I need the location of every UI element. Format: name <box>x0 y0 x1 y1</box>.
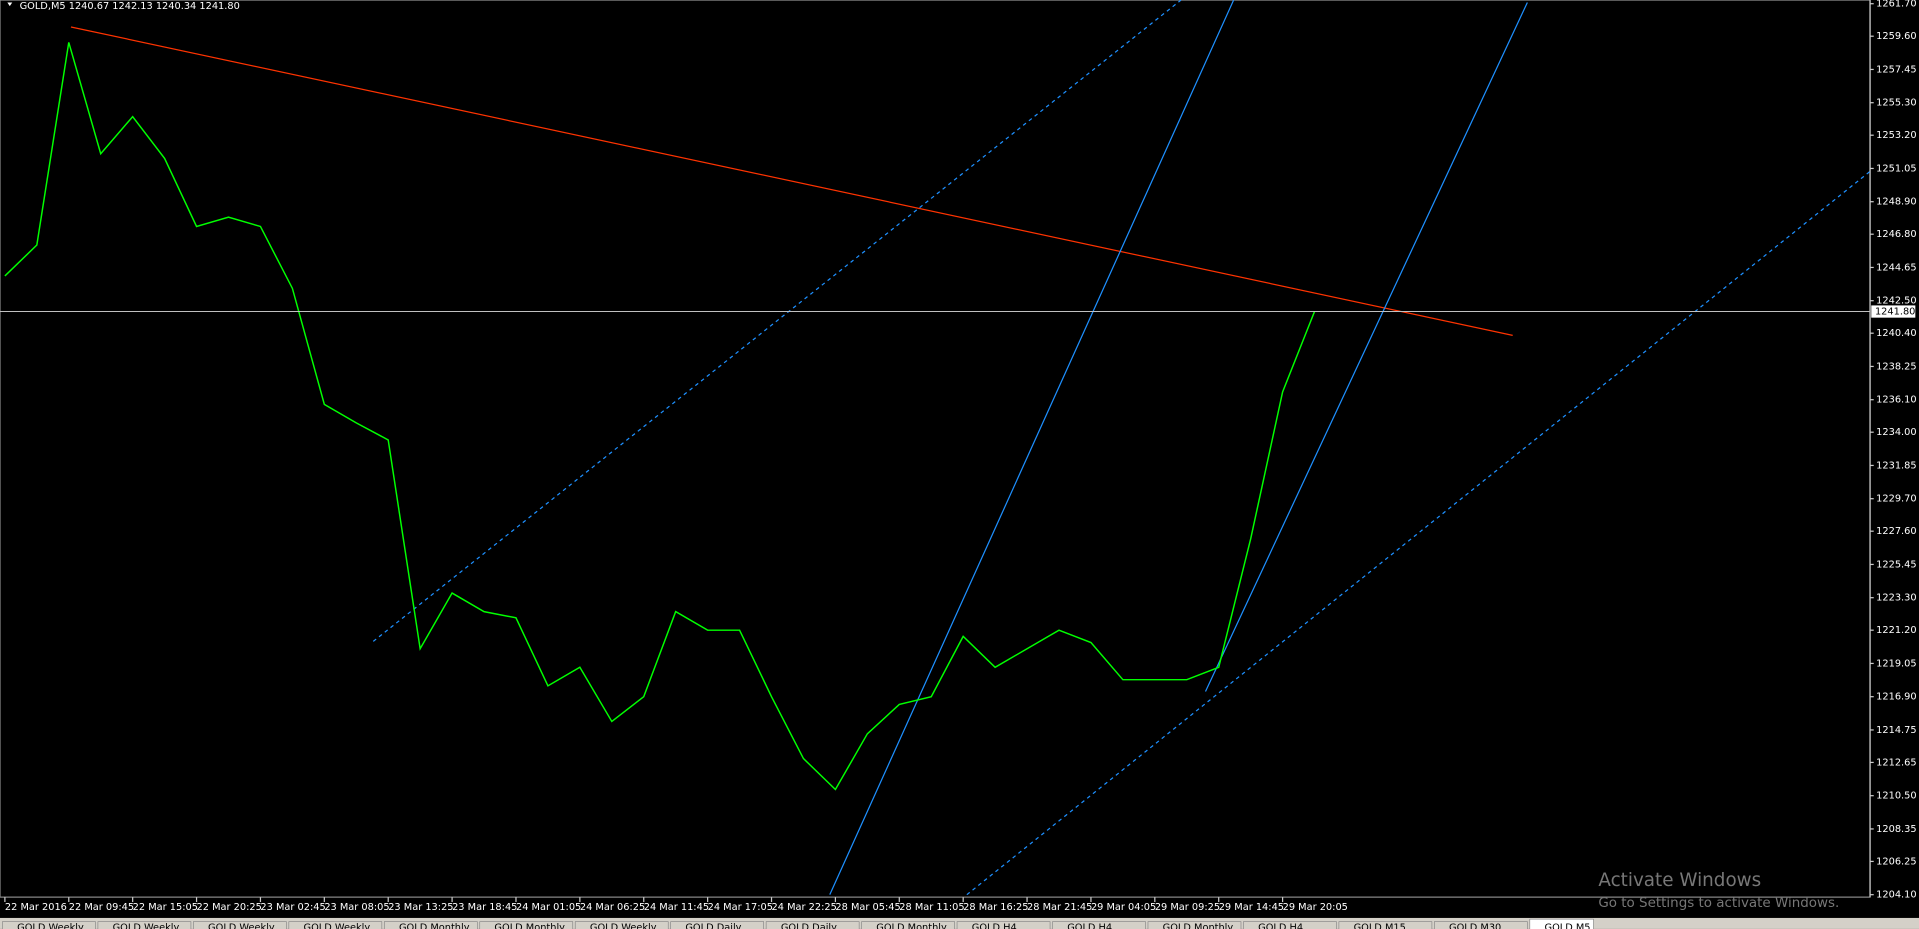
x-tick-label: 24 Mar 06:25 <box>580 902 645 913</box>
y-tick-label: 1238.25 <box>1876 361 1916 372</box>
y-tick-label: 1229.70 <box>1876 494 1916 505</box>
x-tick-label: 24 Mar 11:45 <box>644 902 709 913</box>
tab[interactable] <box>2 921 96 929</box>
x-tick-label: 28 Mar 05:45 <box>835 902 900 913</box>
tab-label[interactable]: GOLD,Monthly <box>876 923 947 929</box>
y-tick-label: 1248.90 <box>1876 197 1916 208</box>
y-tick-label: 1244.65 <box>1876 262 1916 273</box>
tab-label[interactable]: GOLD,M5 <box>1545 923 1591 929</box>
tab[interactable] <box>1434 921 1528 929</box>
y-tick-label: 1251.05 <box>1876 163 1916 174</box>
y-tick-label: 1261.70 <box>1876 0 1916 10</box>
trendline <box>1204 2 1528 692</box>
bid-label-box <box>1871 305 1916 318</box>
y-tick-label: 1246.80 <box>1876 229 1916 240</box>
trendline <box>829 0 1235 895</box>
y-tick-label: 1234.00 <box>1876 427 1916 438</box>
tab-label[interactable]: GOLD,Weekly <box>113 923 180 929</box>
x-tick-label: 29 Mar 20:05 <box>1283 902 1348 913</box>
tab-label[interactable]: GOLD,Daily <box>685 923 741 929</box>
y-tick-label: 1221.20 <box>1876 625 1916 636</box>
tab[interactable] <box>574 921 669 929</box>
x-tick-label: 22 Mar 20:25 <box>197 902 262 913</box>
y-tick-label: 1219.05 <box>1876 658 1916 669</box>
tab[interactable] <box>956 921 1051 929</box>
tab-label[interactable]: GOLD,H4 <box>1067 923 1112 929</box>
x-tick-label: 24 Mar 17:05 <box>708 902 773 913</box>
y-tick-label: 1236.10 <box>1876 395 1916 406</box>
y-tick-label: 1208.35 <box>1876 824 1916 835</box>
tab[interactable] <box>1243 921 1337 929</box>
tab[interactable] <box>97 921 192 929</box>
symbol-header: GOLD,M5 1240.67 1242.13 1240.34 1241.80 <box>20 1 240 12</box>
x-tick-label: 22 Mar 09:45 <box>69 902 134 913</box>
y-tick-label: 1255.30 <box>1876 98 1916 109</box>
tab[interactable] <box>861 921 955 929</box>
x-tick-label: 29 Mar 14:45 <box>1219 902 1284 913</box>
tab-label[interactable]: GOLD,Daily <box>781 923 837 929</box>
tab-label[interactable]: GOLD,Weekly <box>17 923 84 929</box>
x-tick-label: 24 Mar 22:25 <box>772 902 837 913</box>
x-tick-label: 23 Mar 02:45 <box>260 902 325 913</box>
price-line <box>4 42 1316 791</box>
tab[interactable] <box>1529 918 1594 929</box>
y-tick-label: 1210.50 <box>1876 791 1916 802</box>
x-tick-label: 28 Mar 21:45 <box>1027 902 1092 913</box>
menu-arrow[interactable] <box>7 2 13 7</box>
tab[interactable] <box>479 921 574 929</box>
watermark-title: Activate Windows <box>1598 870 1761 891</box>
tab-label[interactable]: GOLD,Monthly <box>399 923 470 929</box>
y-tick-label: 1204.10 <box>1876 890 1916 901</box>
watermark-subtitle: Go to Settings to activate Windows. <box>1598 896 1839 911</box>
bid-label: 1241.80 <box>1875 307 1915 318</box>
x-tick-label: 28 Mar 16:25 <box>963 902 1028 913</box>
tab-label[interactable]: GOLD,Monthly <box>1163 923 1234 929</box>
x-tick-label: 22 Mar 2016 <box>5 902 67 913</box>
y-tick-label: 1240.40 <box>1876 328 1916 339</box>
x-tick-label: 24 Mar 01:05 <box>516 902 581 913</box>
tab-label[interactable]: GOLD,Weekly <box>208 923 275 929</box>
trendlines <box>70 0 1871 896</box>
y-tick-label: 1242.50 <box>1876 296 1916 307</box>
tab-label[interactable]: GOLD,H4 <box>972 923 1017 929</box>
y-tick-label: 1223.30 <box>1876 593 1916 604</box>
tab[interactable] <box>670 921 764 929</box>
y-tick-label: 1225.45 <box>1876 559 1916 570</box>
tab-label[interactable]: GOLD,Weekly <box>304 923 371 929</box>
tab[interactable] <box>1338 921 1433 929</box>
x-tick-label: 29 Mar 09:25 <box>1155 902 1220 913</box>
tab-label[interactable]: GOLD,M15 <box>1354 923 1406 929</box>
y-tick-label: 1257.45 <box>1876 64 1916 75</box>
trendline <box>70 26 1513 336</box>
y-tick-label: 1259.60 <box>1876 31 1916 42</box>
x-tick-label: 29 Mar 04:05 <box>1091 902 1156 913</box>
tab[interactable] <box>288 921 383 929</box>
tab[interactable] <box>1147 921 1242 929</box>
x-tick-label: 23 Mar 13:25 <box>388 902 453 913</box>
y-tick-label: 1212.65 <box>1876 757 1916 768</box>
tab[interactable] <box>383 921 478 929</box>
x-tick-label: 23 Mar 08:05 <box>324 902 389 913</box>
y-tick-label: 1216.90 <box>1876 692 1916 703</box>
x-tick-label: 22 Mar 15:05 <box>133 902 198 913</box>
tab-label[interactable]: GOLD,Monthly <box>494 923 565 929</box>
y-tick-label: 1214.75 <box>1876 725 1916 736</box>
y-tick-label: 1253.20 <box>1876 130 1916 141</box>
tab-label[interactable]: GOLD,Weekly <box>590 923 657 929</box>
y-tick-label: 1231.85 <box>1876 460 1916 471</box>
tab-label[interactable]: GOLD,M30 <box>1449 923 1501 929</box>
y-tick-label: 1206.25 <box>1876 856 1916 867</box>
x-tick-label: 23 Mar 18:45 <box>452 902 517 913</box>
channel-line <box>372 0 1182 642</box>
y-tick-label: 1227.60 <box>1876 526 1916 537</box>
tab[interactable] <box>765 921 860 929</box>
channel-line <box>966 170 1871 896</box>
tab[interactable] <box>1052 921 1146 929</box>
tab-label[interactable]: GOLD,H4 <box>1258 923 1303 929</box>
x-tick-label: 28 Mar 11:05 <box>899 902 964 913</box>
tab[interactable] <box>193 921 287 929</box>
